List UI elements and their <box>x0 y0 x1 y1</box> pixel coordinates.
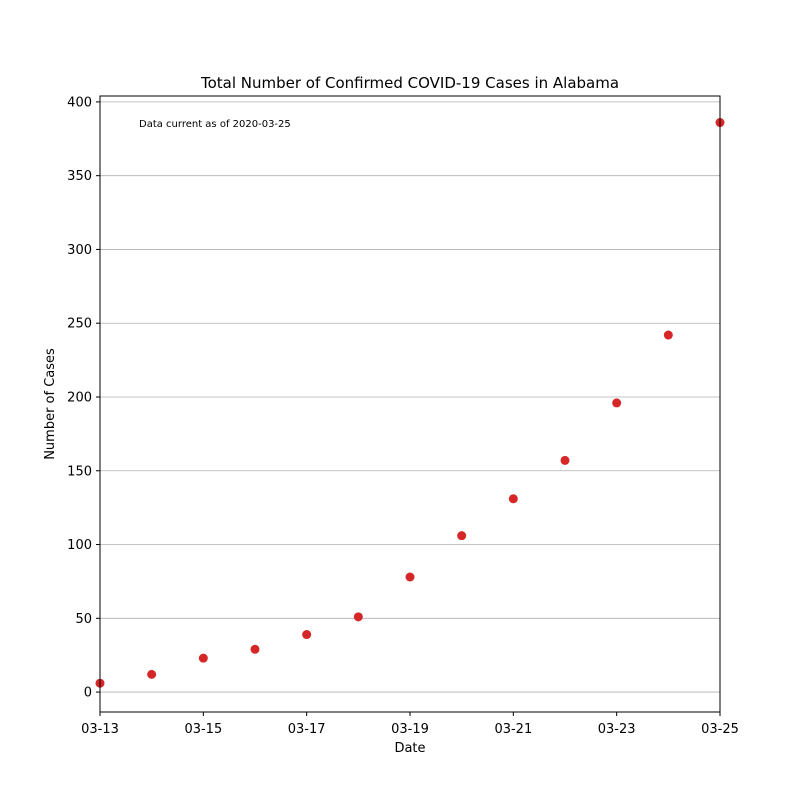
x-tick-label: 03-13 <box>81 722 119 737</box>
y-tick-label: 200 <box>67 390 92 405</box>
x-tick-label: 03-21 <box>494 722 532 737</box>
data-point <box>250 644 260 654</box>
chart-title: Total Number of Confirmed COVID-19 Cases… <box>200 74 619 92</box>
data-point <box>457 531 467 541</box>
data-point <box>560 455 570 465</box>
plot-frame <box>99 95 721 713</box>
data-points <box>95 118 725 688</box>
data-point <box>508 494 518 504</box>
data-point <box>353 612 363 622</box>
x-tick-label: 03-19 <box>391 722 429 737</box>
data-point <box>198 653 208 663</box>
y-tick-label: 50 <box>75 612 92 627</box>
data-point <box>302 630 312 640</box>
x-tick-label: 03-25 <box>701 722 739 737</box>
grid <box>100 101 720 693</box>
data-point <box>405 572 415 582</box>
y-tick-label: 300 <box>67 243 92 258</box>
y-tick-label: 400 <box>67 95 92 110</box>
x-axis-label: Date <box>394 741 425 756</box>
data-date-annotation: Data current as of 2020-03-25 <box>139 119 291 130</box>
y-tick-label: 150 <box>67 464 92 479</box>
y-tick-label: 0 <box>84 686 92 701</box>
data-point <box>663 330 673 340</box>
y-tick-label: 350 <box>67 169 92 184</box>
x-tick-label: 03-23 <box>598 722 636 737</box>
data-point <box>147 669 157 679</box>
x-tick-label: 03-17 <box>288 722 326 737</box>
y-tick-label: 250 <box>67 317 92 332</box>
y-axis-label: Number of Cases <box>43 348 58 460</box>
axis-ticks: 0 50 100 150 200 250 300 350 400 03-13 03-15 03-17 0… <box>67 95 739 737</box>
y-tick-label: 100 <box>67 538 92 553</box>
data-point <box>612 398 622 408</box>
x-tick-label: 03-15 <box>184 722 222 737</box>
